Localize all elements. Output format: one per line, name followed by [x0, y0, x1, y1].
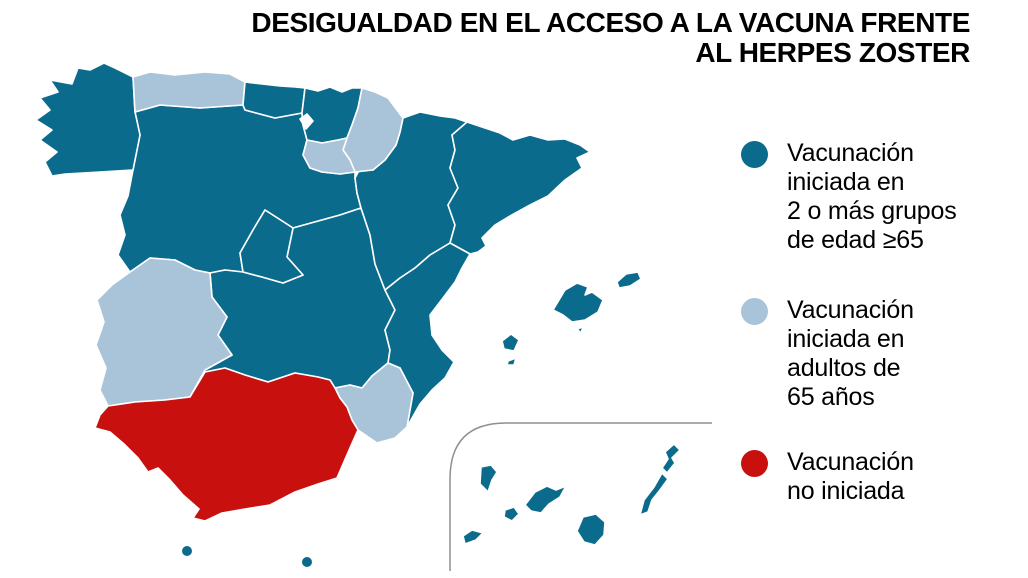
region-andalucia [94, 367, 359, 522]
canary-islands-inset-border [449, 422, 712, 571]
region-la-rioja [302, 137, 356, 175]
region-tenerife [524, 485, 567, 514]
page-title: DESIGUALDAD EN EL ACCESO A LA VACUNA FRE… [251, 7, 970, 68]
legend-item-initiated-multi: Vacunación iniciada en 2 o más grupos de… [741, 139, 957, 255]
region-cataluna [447, 121, 591, 255]
region-la-palma [479, 464, 498, 493]
legend-item-not-initiated: Vacunación no iniciada [741, 448, 914, 506]
legend-dot-light-blue-icon [741, 298, 768, 325]
region-cabrera [576, 326, 584, 334]
region-menorca [616, 271, 642, 289]
region-el-hierro [462, 529, 484, 545]
legend-label: Vacunación iniciada en 2 o más grupos de… [787, 139, 957, 254]
legend-label: Vacunación iniciada en adultos de 65 año… [787, 296, 914, 411]
region-fuerteventura [639, 472, 669, 516]
region-la-gomera [503, 506, 520, 522]
region-formentera [506, 357, 517, 366]
region-galicia [35, 62, 141, 177]
region-enclave-trevino [299, 113, 314, 130]
region-madrid [239, 209, 304, 284]
legend-item-initiated-65: Vacunación iniciada en adultos de 65 año… [741, 296, 914, 412]
region-melilla [302, 557, 312, 567]
region-cantabria [242, 81, 306, 119]
region-ceuta [182, 546, 192, 556]
region-asturias [132, 71, 246, 113]
region-lanzarote [661, 443, 681, 474]
legend-label: Vacunación no iniciada [787, 448, 914, 505]
legend-dot-dark-teal-icon [741, 141, 768, 168]
region-gran-canaria [576, 513, 606, 546]
region-navarra [342, 87, 404, 173]
region-ibiza [501, 333, 520, 352]
legend-dot-red-icon [741, 450, 768, 477]
region-mallorca [552, 282, 604, 323]
